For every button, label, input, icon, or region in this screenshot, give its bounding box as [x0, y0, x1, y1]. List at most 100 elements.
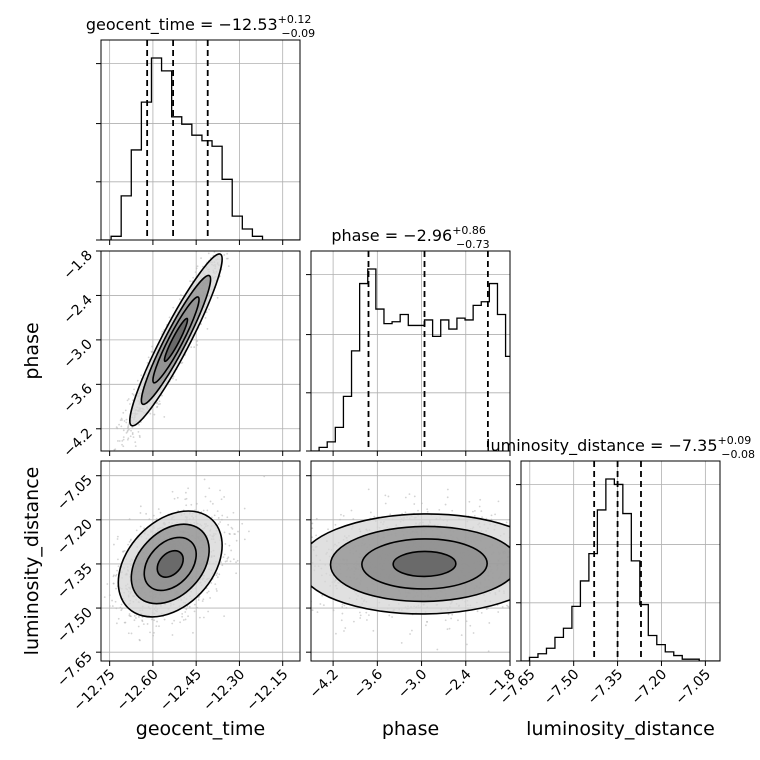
sample-point [532, 604, 534, 606]
sample-point [227, 523, 230, 526]
sample-point [556, 522, 558, 524]
sample-point [197, 596, 200, 599]
sample-point [149, 631, 151, 634]
sample-point [112, 582, 115, 585]
sample-point [267, 561, 269, 563]
sample-point [587, 614, 589, 616]
sample-point [223, 254, 226, 256]
sample-point [146, 623, 149, 625]
sample-point [150, 618, 153, 621]
sample-point [409, 633, 411, 635]
sample-point [135, 617, 137, 619]
sample-point [311, 536, 314, 539]
sample-point [468, 500, 471, 503]
sample-point [200, 257, 202, 260]
sample-point [550, 566, 552, 568]
sample-point [184, 491, 187, 494]
sample-point [156, 405, 159, 408]
sample-point [226, 257, 229, 260]
y-tick-label: −7.20 [54, 516, 96, 558]
sample-point [115, 587, 117, 590]
sample-point [198, 616, 201, 619]
sample-point [119, 419, 122, 422]
sample-point [365, 611, 368, 614]
sample-point [220, 247, 222, 249]
panel-plot-area [101, 40, 300, 240]
sample-point [446, 488, 449, 491]
sample-point [127, 426, 129, 429]
sample-point [279, 576, 281, 578]
sample-point [278, 588, 280, 590]
sample-point [213, 251, 216, 253]
sample-point [127, 437, 130, 440]
x-tick-label: −7.05 [673, 667, 715, 709]
sample-point [231, 527, 234, 530]
sample-point [215, 588, 218, 590]
sample-point [515, 592, 517, 594]
sample-point [129, 615, 132, 617]
sample-point [286, 536, 288, 538]
sample-point [129, 403, 131, 405]
sample-point [227, 265, 230, 268]
sample-point [511, 614, 513, 616]
y-tick-label: −2.4 [60, 292, 95, 327]
sample-point [476, 610, 479, 613]
sample-point [501, 605, 504, 608]
sample-point [172, 375, 175, 378]
sample-point [444, 619, 447, 622]
sample-point [266, 577, 268, 579]
sample-point [185, 504, 188, 507]
sample-point [343, 630, 345, 632]
sample-point [526, 563, 528, 565]
sample-point [304, 541, 306, 543]
sample-point [113, 574, 115, 577]
x-tick-label: −12.60 [114, 667, 162, 715]
sample-point [173, 619, 176, 622]
sample-point [159, 511, 162, 514]
x-axis-label-luminosity_distance: luminosity_distance [526, 718, 715, 740]
sample-point [292, 553, 294, 555]
sample-point [514, 523, 516, 525]
sample-point [176, 496, 179, 499]
sample-point [220, 237, 222, 239]
sample-point [546, 572, 548, 574]
sample-point [389, 513, 392, 516]
sample-point [158, 625, 160, 628]
sample-point [201, 600, 204, 602]
sample-point [150, 350, 153, 353]
sample-point [506, 604, 508, 607]
sample-point [322, 604, 325, 607]
sample-point [111, 455, 113, 457]
sample-point [350, 509, 353, 512]
sample-point [517, 547, 519, 549]
sample-point [131, 392, 134, 395]
sample-point [255, 593, 257, 595]
panel-frame [310, 250, 511, 452]
sample-point [519, 559, 521, 561]
sample-point [214, 583, 217, 586]
panel-title-geocent_time: geocent_time = −12.53+0.12 −0.09 [86, 13, 315, 40]
sample-point [171, 634, 174, 636]
sample-point [319, 603, 322, 605]
sample-point [178, 298, 181, 301]
sample-point [569, 571, 571, 573]
sample-point [478, 505, 481, 508]
sample-point [216, 576, 219, 579]
sample-point [131, 432, 134, 434]
sample-point [546, 571, 548, 573]
sample-point [188, 605, 191, 608]
sample-point [352, 518, 355, 520]
sample-point [222, 233, 224, 235]
sample-point [122, 436, 125, 438]
sample-point [179, 294, 182, 297]
sample-point [293, 582, 295, 584]
sample-point [156, 620, 158, 623]
x-tick-label: −7.50 [541, 667, 583, 709]
sample-point [226, 252, 229, 255]
sample-point [129, 435, 132, 438]
sample-point [244, 198, 246, 200]
sample-point [266, 536, 268, 538]
sample-point [249, 203, 251, 205]
sample-point [229, 232, 231, 234]
sample-point [469, 624, 472, 627]
